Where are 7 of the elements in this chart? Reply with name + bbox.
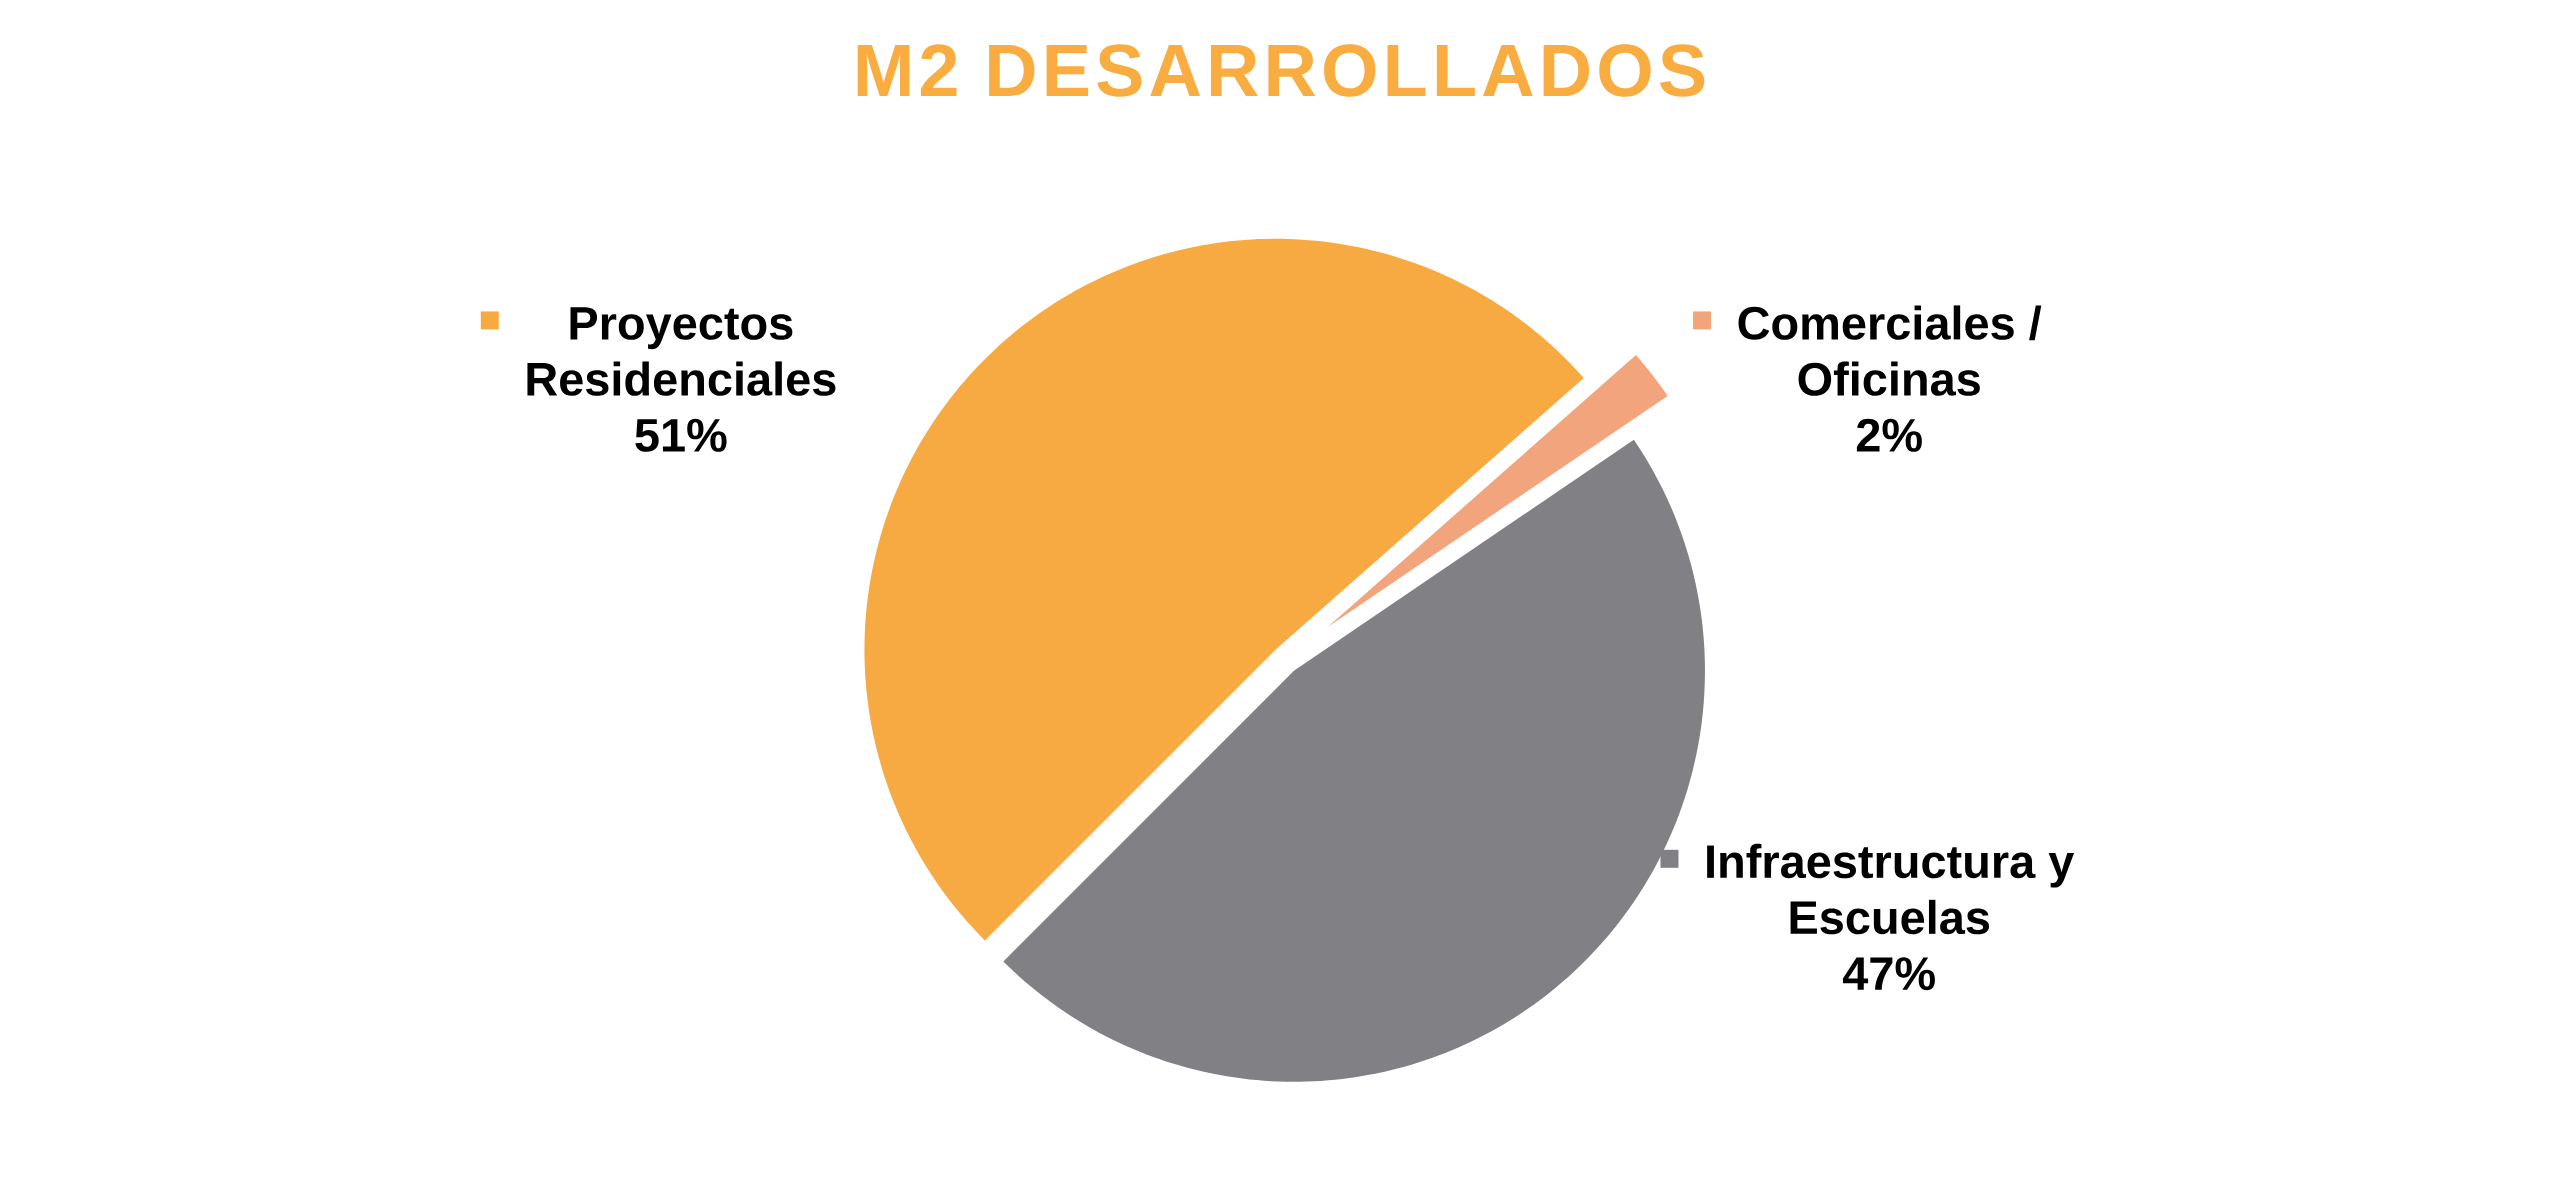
chart-title: M2 DESARROLLADOS [857, 44, 1705, 97]
legend-label: Proyectos Residenciales [527, 307, 836, 396]
legend-label: Infraestructura y Escuelas [1707, 843, 2075, 935]
data-label: 2% [1856, 418, 1922, 452]
data-label: 51% [635, 418, 727, 452]
legend-label: Comerciales / Oficinas [1738, 305, 2042, 396]
data-label: 47% [1842, 957, 1935, 991]
